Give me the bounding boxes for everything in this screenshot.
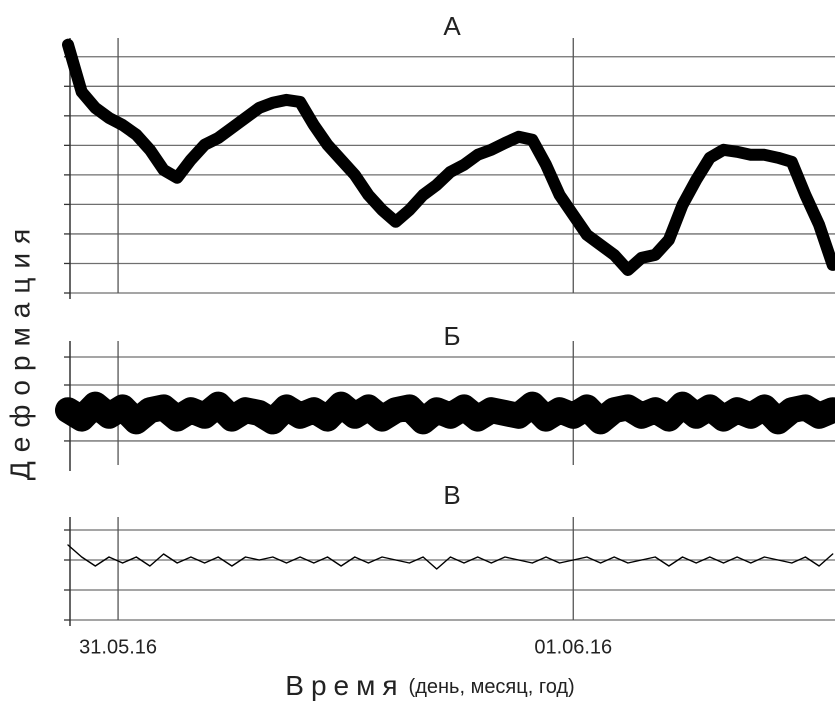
panel-title: А (443, 11, 461, 41)
panel-title: В (443, 480, 460, 510)
x-axis-unit: (день, месяц, год) (409, 676, 575, 698)
x-axis-title: Время (285, 670, 404, 701)
panel-title: Б (443, 321, 460, 351)
x-axis-label: Время (день, месяц, год) (285, 670, 574, 701)
data-line (55, 391, 835, 435)
y-axis-label: Деформация (4, 220, 35, 480)
x-tick-label: 01.06.16 (534, 636, 612, 658)
x-tick-label: 31.05.16 (79, 636, 157, 658)
data-line (67, 544, 834, 570)
data-line (62, 38, 835, 276)
